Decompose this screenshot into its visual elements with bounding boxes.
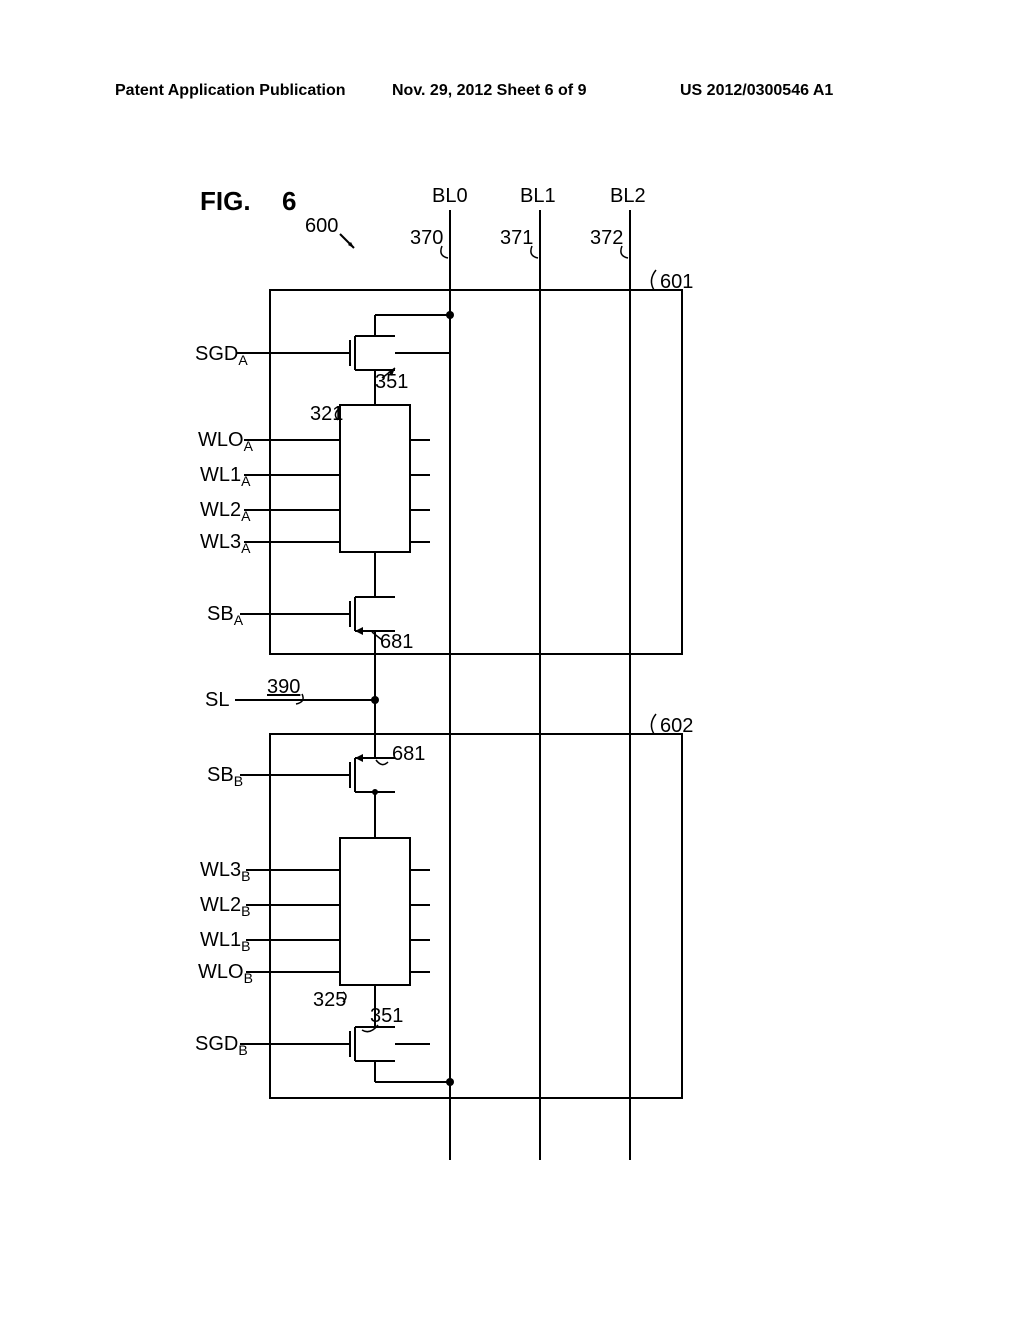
- wlo-a-label: WLOA: [198, 429, 254, 454]
- wl1-a-label: WL1A: [200, 464, 251, 489]
- wl1-b-label: WL1B: [200, 929, 250, 954]
- ref-600: 600: [305, 215, 338, 237]
- patent-figure: Patent Application Publication Nov. 29, …: [0, 0, 1024, 1320]
- bl1-label: BL1: [520, 185, 556, 207]
- sb-b-label: SBB: [207, 764, 243, 789]
- pillar-321: [340, 405, 410, 552]
- ref-372: 372: [590, 227, 623, 249]
- bl2-label: BL2: [610, 185, 646, 207]
- sgd-a-label: SGDA: [195, 343, 248, 368]
- ref-370: 370: [410, 227, 443, 249]
- sb-a-label: SBA: [207, 603, 244, 628]
- sl-label: SL: [205, 689, 229, 711]
- sgd-b-label: SGDB: [195, 1033, 248, 1058]
- wl3-b-label: WL3B: [200, 859, 250, 884]
- header-center: Nov. 29, 2012 Sheet 6 of 9: [392, 82, 587, 99]
- ref-601: 601: [660, 271, 693, 293]
- wlo-b-label: WLOB: [198, 961, 253, 986]
- header-right: US 2012/0300546 A1: [680, 82, 833, 99]
- ref-321: 321: [310, 403, 343, 425]
- fig-title-prefix: FIG.: [200, 186, 251, 216]
- ref-371: 371: [500, 227, 533, 249]
- ref-390: 390: [267, 676, 300, 698]
- header-left: Patent Application Publication: [115, 82, 346, 99]
- wl2-a-label: WL2A: [200, 499, 251, 524]
- fig-title-num: 6: [282, 186, 296, 216]
- ref-602: 602: [660, 715, 693, 737]
- bl0-label: BL0: [432, 185, 468, 207]
- wl3-a-label: WL3A: [200, 531, 251, 556]
- ref-681a: 681: [380, 631, 413, 653]
- ref-681b: 681: [392, 743, 425, 765]
- pillar-325: [340, 838, 410, 985]
- block-601: [270, 290, 682, 654]
- ref-325: 325: [313, 989, 346, 1011]
- wl2-b-label: WL2B: [200, 894, 250, 919]
